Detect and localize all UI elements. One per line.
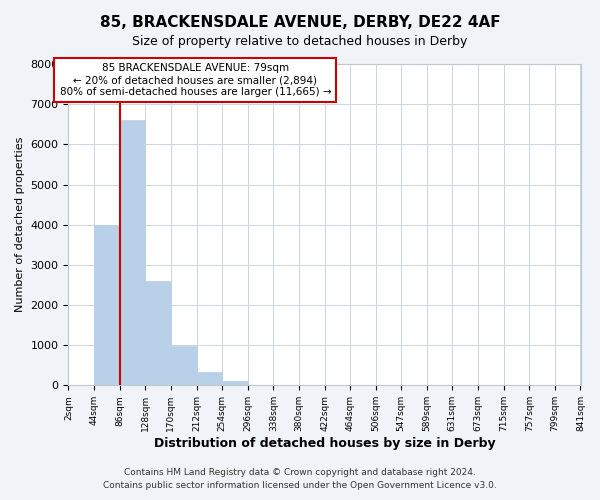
Bar (197, 372, 222, 386)
Bar (222, 381, 248, 386)
X-axis label: Distribution of detached houses by size in Derby: Distribution of detached houses by size … (154, 437, 495, 450)
Bar (171, 346, 197, 386)
Bar (145, 281, 171, 386)
Text: 85 BRACKENSDALE AVENUE: 79sqm
← 20% of detached houses are smaller (2,894)
80% o: 85 BRACKENSDALE AVENUE: 79sqm ← 20% of d… (59, 64, 331, 96)
Y-axis label: Number of detached properties: Number of detached properties (15, 137, 25, 312)
Bar (94, 224, 119, 386)
Bar (119, 120, 145, 386)
Text: Size of property relative to detached houses in Derby: Size of property relative to detached ho… (133, 35, 467, 48)
Text: 85, BRACKENSDALE AVENUE, DERBY, DE22 4AF: 85, BRACKENSDALE AVENUE, DERBY, DE22 4AF (100, 15, 500, 30)
Text: Contains HM Land Registry data © Crown copyright and database right 2024.
Contai: Contains HM Land Registry data © Crown c… (103, 468, 497, 490)
